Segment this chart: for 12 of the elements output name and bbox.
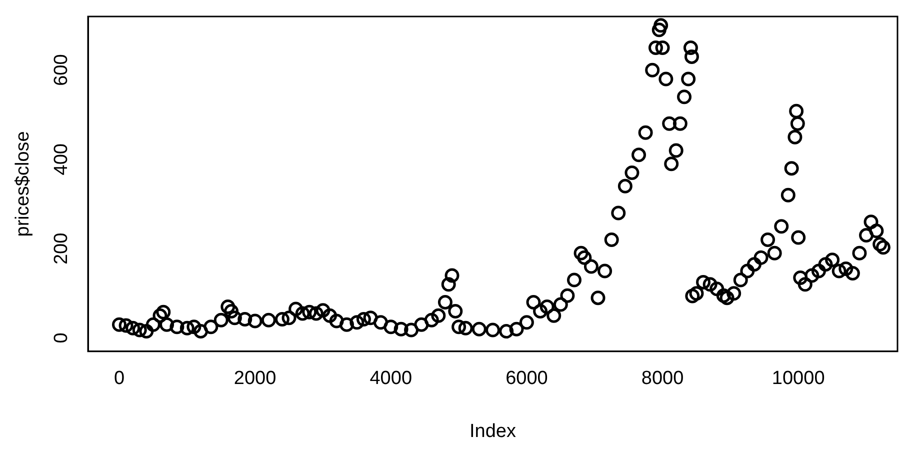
y-tick-label: 600: [51, 54, 72, 86]
x-tick-label: 10000: [772, 368, 825, 390]
x-tick-label: 4000: [370, 368, 412, 390]
x-tick-label: 8000: [641, 368, 684, 390]
x-tick-label: 6000: [506, 368, 548, 390]
x-axis-title: Index: [470, 420, 516, 442]
y-tick-label: 0: [51, 332, 72, 344]
y-axis-title: prices$close: [12, 131, 34, 237]
x-tick-label: 0: [114, 368, 125, 390]
x-tick-label: 2000: [234, 368, 276, 390]
y-tick-label: 400: [51, 144, 72, 176]
y-tick-label: 200: [51, 232, 72, 265]
